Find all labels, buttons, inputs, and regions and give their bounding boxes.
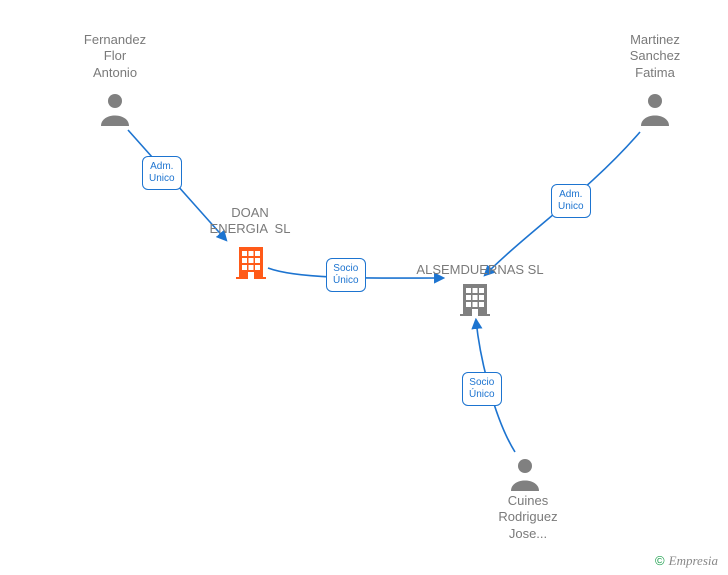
person-icon (510, 457, 540, 491)
building-icon (460, 282, 490, 316)
building-icon (236, 245, 266, 279)
copyright-symbol: © (655, 553, 665, 568)
person-icon (100, 92, 130, 126)
node-label-person1: Fernandez Flor Antonio (70, 32, 160, 81)
edge-label-e1: Adm. Unico (142, 156, 182, 190)
node-label-company1: DOAN ENERGIA SL (180, 205, 320, 238)
edge-label-e3: Adm. Unico (551, 184, 591, 218)
diagram-stage: Adm. Unico Socio Único Adm. Unico Socio … (0, 0, 728, 575)
node-label-person3: Cuines Rodriguez Jose... (478, 493, 578, 542)
node-label-company2: ALSEMDUERNAS SL (400, 262, 560, 278)
brand-name: Empresia (669, 553, 718, 568)
footer-brand: © Empresia (655, 553, 718, 569)
edge-label-e4: Socio Único (462, 372, 502, 406)
person-icon (640, 92, 670, 126)
node-label-person2: Martinez Sanchez Fatima (610, 32, 700, 81)
edge-label-e2: Socio Único (326, 258, 366, 292)
